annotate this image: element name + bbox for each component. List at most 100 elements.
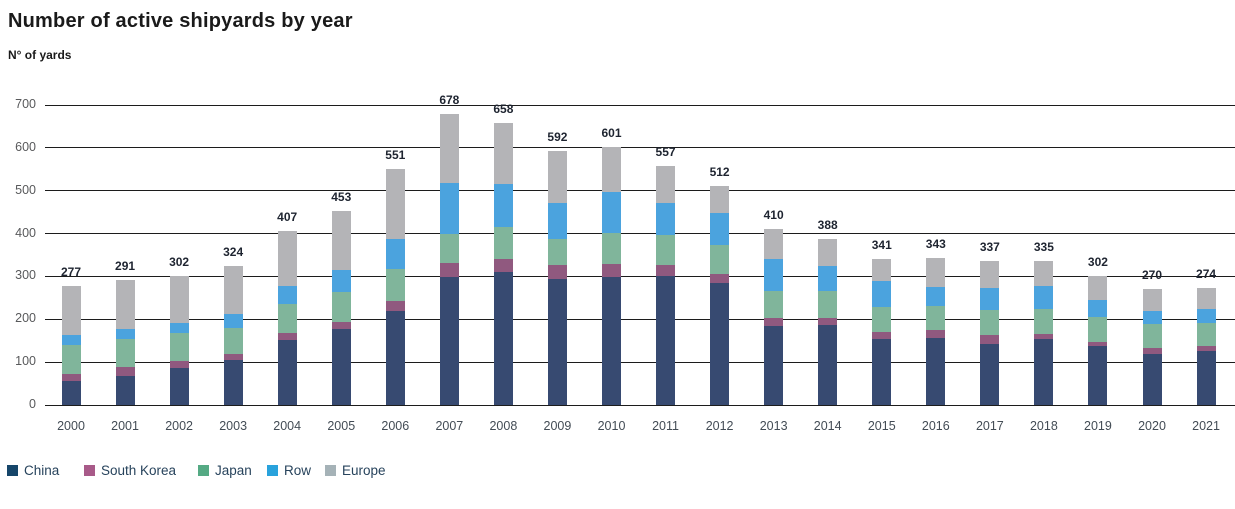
total-label-2005: 453 [331,189,352,204]
segment-japan [493,226,513,260]
segment-south-korea [277,332,297,341]
segment-europe [602,147,621,193]
x-tick-label-2007: 2007 [435,419,464,433]
bar-2006 [385,168,405,405]
segment-europe [1034,261,1054,286]
legend-label: Row [284,462,312,478]
segment-japan [1196,323,1216,346]
segment-china [331,329,351,405]
chart-title: Number of active shipyards by year [8,10,353,32]
x-tick-label-2008: 2008 [489,419,518,433]
segment-japan [439,233,459,263]
legend-item-south-korea: South Korea [84,461,176,479]
bar-2020 [1142,289,1162,405]
total-label-2015: 341 [871,237,892,252]
bar-2007 [439,114,459,405]
legend-swatch-icon [325,464,336,476]
segment-south-korea [169,361,189,369]
segment-europe [926,258,946,287]
bar-2009 [547,151,567,405]
segment-south-korea [223,354,243,360]
segment-row [169,322,189,334]
bar-2015 [872,258,892,405]
legend-label: Europe [342,462,386,478]
segment-europe [331,210,351,271]
x-tick-label-2021: 2021 [1192,419,1220,433]
segment-china [1034,339,1054,405]
y-tick-label-100: 100 [15,354,36,369]
total-label-2009: 592 [547,130,568,145]
x-tick-label-2005: 2005 [327,419,356,433]
segment-row [1088,300,1108,317]
bar-2018 [1034,261,1054,405]
segment-china [547,279,567,405]
segment-europe [710,185,730,214]
segment-japan [61,345,81,374]
bar-2001 [115,280,135,405]
bar-2021 [1196,287,1216,405]
total-label-2007: 678 [439,93,460,108]
segment-row [115,329,135,339]
segment-row [439,182,459,234]
segment-europe [872,258,892,281]
segment-row [1034,285,1054,309]
segment-china [602,276,621,405]
total-label-2018: 335 [1033,240,1054,255]
legend-swatch-icon [84,464,95,476]
x-tick-label-2014: 2014 [813,419,842,433]
segment-china [710,283,730,405]
segment-south-korea [872,332,892,339]
x-tick-label-2003: 2003 [219,419,248,433]
total-label-2011: 557 [655,145,676,160]
segment-china [656,276,676,405]
segment-south-korea [980,335,1000,345]
legend-label: Japan [215,462,252,478]
x-tick-label-2009: 2009 [543,419,572,433]
segment-south-korea [61,373,81,382]
segment-japan [277,303,297,333]
gridline-300 [45,275,1235,277]
legend-item-japan: Japan [198,461,252,479]
segment-europe [223,266,243,315]
segment-china [818,324,838,405]
x-tick-label-2019: 2019 [1084,419,1112,433]
segment-china [439,276,459,405]
bar-2008 [493,123,513,405]
segment-south-korea [602,263,621,277]
segment-south-korea [547,265,567,280]
segment-row [1142,310,1162,325]
segment-europe [115,280,135,330]
total-label-2016: 343 [925,237,946,251]
segment-europe [547,151,567,203]
x-tick-label-2010: 2010 [597,419,626,433]
total-label-2012: 512 [709,164,730,179]
segment-south-korea [493,259,513,273]
segment-japan [656,234,676,265]
gridline-500 [45,190,1235,192]
chart-legend: China South Korea Japan Row Europe [0,461,1235,479]
legend-item-china: China [7,461,59,479]
total-label-2017: 337 [979,239,1000,254]
total-label-2013: 410 [763,208,784,223]
segment-china [493,272,513,405]
segment-europe [656,166,676,203]
x-tick-label-2012: 2012 [705,419,734,433]
segment-japan [926,305,946,331]
x-tick-label-2004: 2004 [273,419,302,433]
segment-japan [385,268,405,301]
segment-row [331,270,351,292]
segment-europe [277,230,297,286]
segment-china [1196,350,1216,405]
segment-europe [61,286,81,335]
segment-china [1142,353,1162,405]
bar-2002 [169,275,189,405]
total-label-2001: 291 [115,259,136,274]
segment-japan [818,290,838,318]
bar-2017 [980,260,1000,405]
segment-south-korea [1034,334,1054,340]
bar-2014 [818,238,838,405]
segment-japan [764,290,784,319]
legend-label: China [24,462,60,478]
x-tick-label-2002: 2002 [165,419,193,433]
legend-label: South Korea [101,462,177,478]
